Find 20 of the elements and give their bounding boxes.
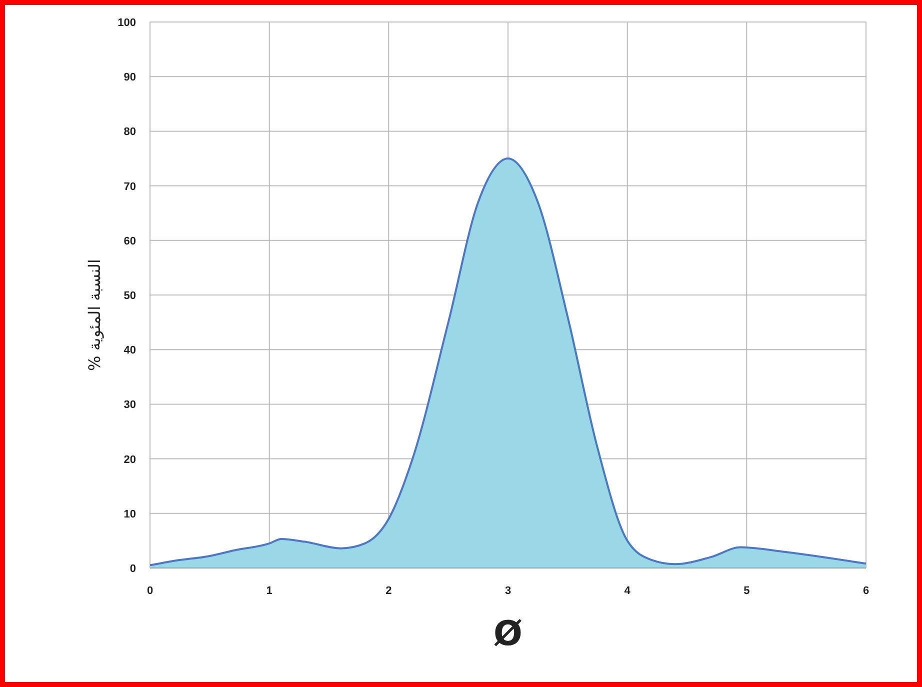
y-tick-label: 50 bbox=[124, 290, 136, 302]
y-axis-title: % النسبة المئوية bbox=[85, 259, 104, 371]
y-tick-label: 90 bbox=[124, 72, 136, 84]
y-tick-label: 20 bbox=[124, 454, 136, 466]
y-tick-label: 80 bbox=[124, 126, 136, 138]
y-tick-label: 100 bbox=[118, 17, 136, 29]
x-axis-title: Ø bbox=[494, 614, 522, 654]
x-tick-label: 1 bbox=[266, 585, 272, 597]
y-tick-label: 30 bbox=[124, 399, 136, 412]
x-tick-label: 6 bbox=[862, 585, 870, 597]
x-tick-label: 5 bbox=[744, 585, 750, 597]
x-tick-label: 0 bbox=[146, 585, 154, 597]
y-tick-label: 60 bbox=[124, 235, 136, 248]
y-tick-label: 40 bbox=[124, 344, 136, 357]
x-tick-label: 4 bbox=[624, 585, 632, 597]
y-tick-label: 0 bbox=[130, 563, 136, 575]
y-tick-label: 10 bbox=[124, 508, 136, 520]
y-tick-label: 70 bbox=[124, 180, 136, 193]
x-tick-label: 3 bbox=[504, 585, 512, 597]
x-tick-label: 2 bbox=[386, 585, 392, 597]
